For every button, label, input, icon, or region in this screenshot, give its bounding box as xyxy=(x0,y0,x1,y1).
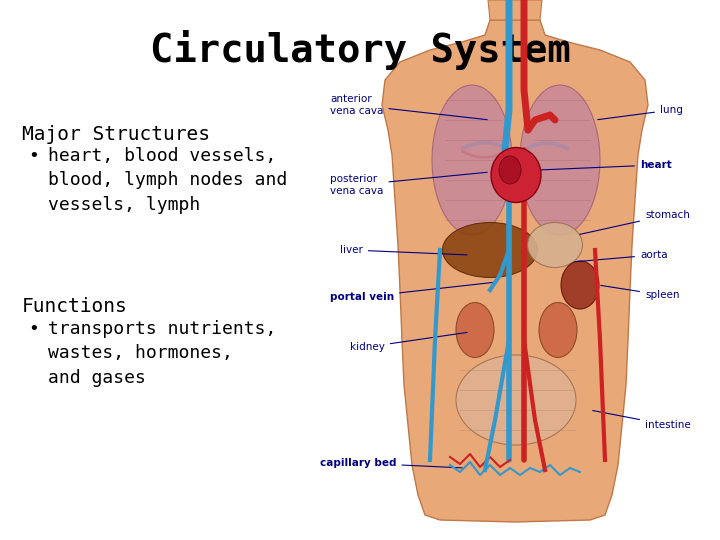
Ellipse shape xyxy=(520,85,600,235)
Ellipse shape xyxy=(561,261,599,309)
Ellipse shape xyxy=(432,85,512,235)
Ellipse shape xyxy=(456,355,576,445)
Text: •: • xyxy=(28,320,39,338)
Ellipse shape xyxy=(491,147,541,202)
Text: posterior
vena cava: posterior vena cava xyxy=(330,172,487,196)
Text: portal vein: portal vein xyxy=(330,282,494,302)
Text: spleen: spleen xyxy=(600,286,680,300)
Text: stomach: stomach xyxy=(580,210,690,234)
Text: Circulatory System: Circulatory System xyxy=(150,30,570,70)
Text: capillary bed: capillary bed xyxy=(320,458,462,468)
Ellipse shape xyxy=(539,302,577,357)
Text: heart: heart xyxy=(541,160,672,170)
Ellipse shape xyxy=(443,222,538,278)
Text: transports nutrients,
wastes, hormones,
and gases: transports nutrients, wastes, hormones, … xyxy=(48,320,276,387)
Ellipse shape xyxy=(499,156,521,184)
Polygon shape xyxy=(382,20,648,522)
Text: aorta: aorta xyxy=(575,250,667,262)
Text: Major Structures: Major Structures xyxy=(22,125,210,144)
Text: heart, blood vessels,
blood, lymph nodes and
vessels, lymph: heart, blood vessels, blood, lymph nodes… xyxy=(48,147,287,214)
Text: •: • xyxy=(28,147,39,165)
Text: Functions: Functions xyxy=(22,297,127,316)
Ellipse shape xyxy=(456,302,494,357)
Text: lung: lung xyxy=(598,105,683,120)
Text: intestine: intestine xyxy=(593,410,690,430)
Text: anterior
vena cava: anterior vena cava xyxy=(330,94,487,120)
Ellipse shape xyxy=(528,222,582,267)
Text: kidney: kidney xyxy=(350,333,467,352)
Text: liver: liver xyxy=(340,245,467,255)
Polygon shape xyxy=(488,0,542,20)
